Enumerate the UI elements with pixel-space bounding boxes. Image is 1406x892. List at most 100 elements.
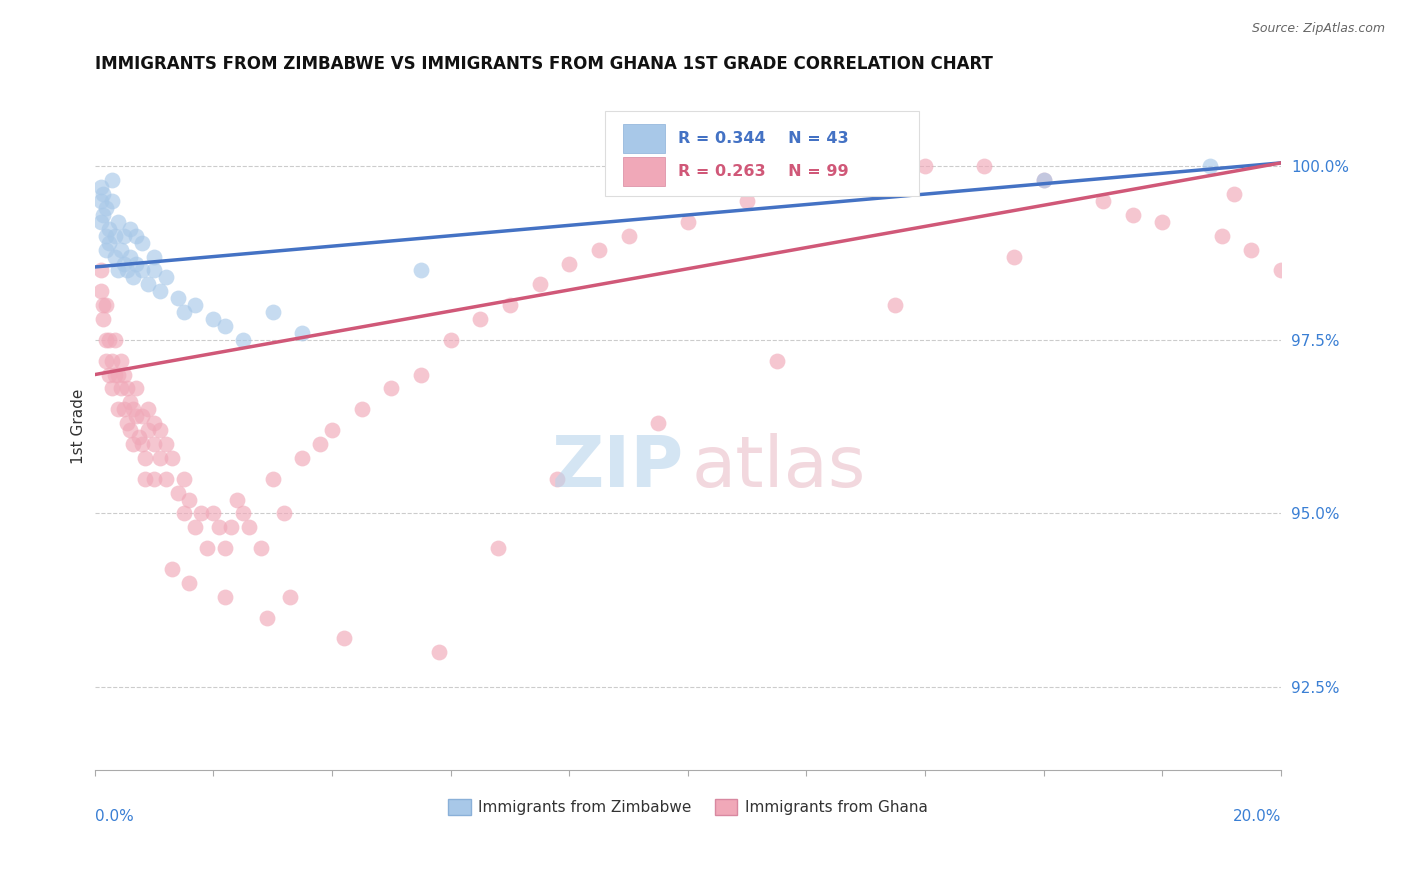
Text: IMMIGRANTS FROM ZIMBABWE VS IMMIGRANTS FROM GHANA 1ST GRADE CORRELATION CHART: IMMIGRANTS FROM ZIMBABWE VS IMMIGRANTS F… <box>94 55 993 73</box>
Point <box>1199 159 1222 173</box>
Point <box>232 507 254 521</box>
Point <box>249 541 271 556</box>
Point <box>98 368 121 382</box>
Point <box>173 507 195 521</box>
Point <box>499 298 522 312</box>
Point <box>142 472 165 486</box>
Point <box>1211 228 1233 243</box>
Point <box>110 382 132 396</box>
Point <box>120 222 142 236</box>
Point <box>104 333 127 347</box>
Point <box>104 368 127 382</box>
Point <box>173 305 195 319</box>
Point <box>96 243 118 257</box>
Point <box>98 222 121 236</box>
Point <box>136 423 159 437</box>
Point <box>676 215 699 229</box>
Point <box>409 368 432 382</box>
Point <box>214 541 236 556</box>
Point <box>149 423 172 437</box>
Point <box>1122 208 1144 222</box>
Point <box>93 312 115 326</box>
Point <box>110 243 132 257</box>
Point <box>202 507 225 521</box>
Point <box>214 318 236 333</box>
Point <box>96 228 118 243</box>
Point <box>1092 194 1115 208</box>
Point <box>617 228 640 243</box>
Point <box>291 450 314 465</box>
Text: R = 0.263    N = 99: R = 0.263 N = 99 <box>678 164 849 179</box>
Point <box>155 437 177 451</box>
Point <box>115 416 138 430</box>
FancyBboxPatch shape <box>605 111 920 196</box>
Point <box>309 437 332 451</box>
Point <box>107 263 129 277</box>
Point <box>112 256 135 270</box>
Point <box>166 291 188 305</box>
Point <box>350 402 373 417</box>
Point <box>134 450 156 465</box>
Point <box>136 277 159 292</box>
Text: atlas: atlas <box>692 434 866 502</box>
Point <box>409 263 432 277</box>
Point <box>202 312 225 326</box>
Point <box>101 382 124 396</box>
Point <box>914 159 936 173</box>
Point <box>96 298 118 312</box>
Point <box>115 382 138 396</box>
Point <box>1152 215 1174 229</box>
Point <box>470 312 492 326</box>
Point <box>134 472 156 486</box>
Point <box>107 402 129 417</box>
Point <box>96 333 118 347</box>
Point <box>104 228 127 243</box>
Point <box>107 368 129 382</box>
Point <box>125 409 148 424</box>
Point <box>110 353 132 368</box>
Point <box>89 180 111 194</box>
Point <box>380 382 402 396</box>
Point <box>128 430 150 444</box>
Point <box>142 437 165 451</box>
Text: 0.0%: 0.0% <box>94 808 134 823</box>
Point <box>226 492 249 507</box>
Point <box>262 472 284 486</box>
Point <box>89 194 111 208</box>
Point <box>160 450 183 465</box>
Point <box>214 590 236 604</box>
Point <box>173 472 195 486</box>
FancyBboxPatch shape <box>623 124 665 153</box>
Point <box>208 520 231 534</box>
Point <box>104 250 127 264</box>
Point <box>184 520 207 534</box>
Point <box>93 187 115 202</box>
Text: R = 0.344    N = 43: R = 0.344 N = 43 <box>678 131 849 146</box>
Point <box>101 353 124 368</box>
Point <box>166 485 188 500</box>
Point <box>155 270 177 285</box>
Point <box>131 263 153 277</box>
Point <box>184 298 207 312</box>
Point <box>273 507 295 521</box>
Point <box>96 353 118 368</box>
Point <box>115 263 138 277</box>
Point <box>238 520 260 534</box>
Point <box>107 215 129 229</box>
Point <box>160 562 183 576</box>
Point <box>190 507 212 521</box>
Point <box>98 235 121 250</box>
Point <box>1240 243 1263 257</box>
Point <box>1002 250 1025 264</box>
Point <box>427 645 450 659</box>
Point <box>112 228 135 243</box>
Point <box>101 194 124 208</box>
Point <box>112 368 135 382</box>
Point <box>142 250 165 264</box>
Y-axis label: 1st Grade: 1st Grade <box>72 389 86 465</box>
Point <box>1032 173 1054 187</box>
Point <box>588 243 610 257</box>
Point <box>321 423 343 437</box>
Point <box>112 402 135 417</box>
Point <box>93 298 115 312</box>
